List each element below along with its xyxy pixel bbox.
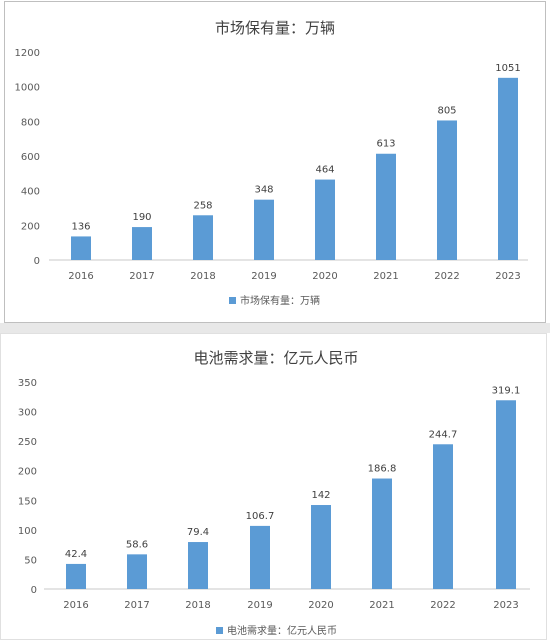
chart-2-data-label: 58.6 <box>126 539 148 550</box>
chart-1-bar <box>498 77 518 261</box>
chart-1-bar <box>254 199 274 260</box>
chart-2-x-tick-label: 2016 <box>63 600 88 611</box>
chart-1-legend-swatch <box>229 297 236 304</box>
chart-2-data-label: 142 <box>311 490 330 501</box>
chart-2-title: 电池需求量：亿元人民币 <box>193 349 358 367</box>
chart-1-x-tick-label: 2017 <box>129 271 154 282</box>
chart-2-data-label: 79.4 <box>187 527 209 538</box>
chart-2-bar <box>496 400 516 589</box>
chart-1-legend-label: 市场保有量：万辆 <box>240 294 320 307</box>
chart-2-x-tick-label: 2018 <box>185 600 210 611</box>
chart-2-data-label: 319.1 <box>492 385 521 396</box>
chart-2-bar <box>372 478 392 589</box>
chart-2-bar <box>250 525 270 589</box>
chart-1-bar <box>376 153 396 260</box>
chart-2-y-tick-label: 250 <box>18 437 37 448</box>
chart-2-x-tick-label: 2023 <box>493 600 518 611</box>
chart-1-x-tick-label: 2016 <box>68 271 93 282</box>
chart-1-y-tick-label: 200 <box>21 221 40 232</box>
chart-2-y-tick-label: 0 <box>31 585 37 596</box>
chart-2-y-tick-label: 50 <box>24 555 37 566</box>
chart-1-data-label: 1051 <box>495 63 520 74</box>
chart-1-data-label: 190 <box>132 212 151 223</box>
chart-2-x-tick-label: 2019 <box>247 600 272 611</box>
chart-2-bar <box>188 542 208 589</box>
chart-1-bar <box>71 236 91 260</box>
chart-2-y-tick-label: 200 <box>18 467 37 478</box>
chart-2-x-tick-label: 2017 <box>124 600 149 611</box>
chart-2-y-tick-label: 350 <box>18 378 37 389</box>
chart-1-y-tick-label: 0 <box>34 256 40 267</box>
chart-2-bar <box>66 563 86 589</box>
chart-1-bar <box>315 179 335 260</box>
chart-1-data-label: 348 <box>254 185 273 196</box>
chart-1-x-tick-label: 2023 <box>495 271 520 282</box>
chart-1-x-tick-label: 2019 <box>251 271 276 282</box>
chart-separator <box>0 323 550 333</box>
chart-2-y-tick-label: 300 <box>18 408 37 419</box>
chart-2-bar <box>433 444 453 589</box>
chart-2-x-tick-label: 2021 <box>369 600 394 611</box>
chart-1-y-tick-label: 1000 <box>15 83 40 94</box>
chart-2-data-label: 106.7 <box>246 511 275 522</box>
chart-1-data-label: 464 <box>315 165 334 176</box>
chart-1-y-tick-label: 600 <box>21 152 40 163</box>
chart-2-bar <box>127 554 147 589</box>
chart-1-x-tick-label: 2020 <box>312 271 337 282</box>
chart-2-x-tick-label: 2022 <box>430 600 455 611</box>
chart-2-bar <box>311 505 331 589</box>
chart-2-legend-label: 电池需求量：亿元人民币 <box>227 624 337 637</box>
chart-1-y-tick-label: 1200 <box>15 48 40 59</box>
chart-1-data-label: 136 <box>71 221 90 232</box>
chart-2-legend-swatch <box>216 627 223 634</box>
chart-1-bar <box>437 120 457 260</box>
chart-1-bar <box>132 227 152 260</box>
chart-2-data-label: 244.7 <box>429 429 458 440</box>
chart-2-y-tick-label: 100 <box>18 526 37 537</box>
chart-1-y-tick-label: 800 <box>21 117 40 128</box>
chart-2-data-label: 186.8 <box>368 464 397 475</box>
chart-1-x-tick-label: 2018 <box>190 271 215 282</box>
chart-1-data-label: 805 <box>437 105 456 116</box>
chart-2-y-tick-label: 150 <box>18 496 37 507</box>
chart-1-x-tick-label: 2022 <box>434 271 459 282</box>
chart-1-title: 市场保有量：万辆 <box>215 19 335 37</box>
chart-1-data-label: 613 <box>376 139 395 150</box>
chart-1-data-label: 258 <box>193 200 212 211</box>
chart-1-y-tick-label: 400 <box>21 187 40 198</box>
chart-2-x-tick-label: 2020 <box>308 600 333 611</box>
chart-1-bar <box>193 215 213 260</box>
chart-2-data-label: 42.4 <box>65 549 87 560</box>
chart-1-x-tick-label: 2021 <box>373 271 398 282</box>
chart-2-frame <box>0 333 547 640</box>
